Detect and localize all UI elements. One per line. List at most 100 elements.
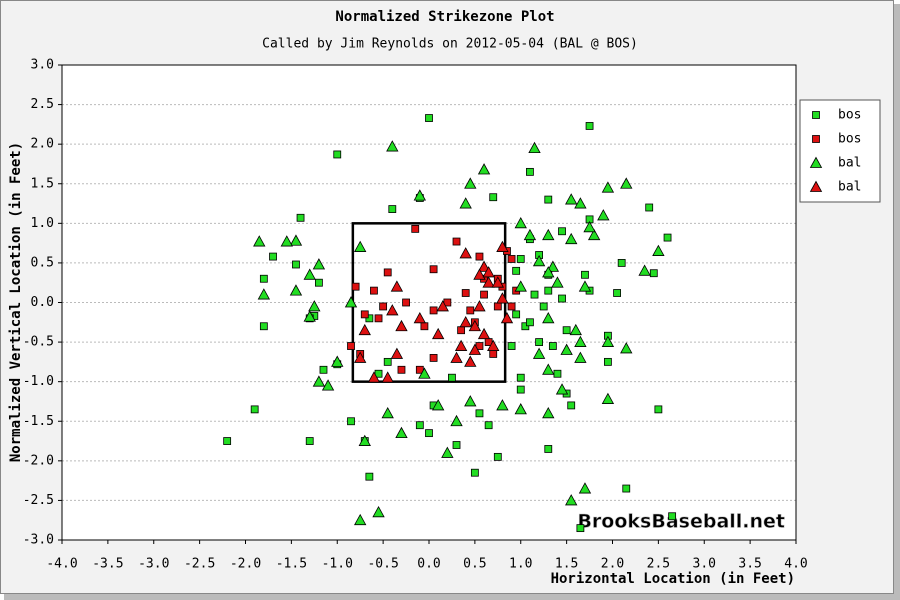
point bbox=[308, 300, 321, 312]
point bbox=[259, 322, 268, 331]
point bbox=[574, 351, 587, 363]
point bbox=[523, 228, 537, 241]
point bbox=[558, 227, 566, 236]
x-tick-label: -1.5 bbox=[276, 557, 307, 572]
legend-marker bbox=[809, 156, 823, 168]
point bbox=[470, 468, 479, 477]
point bbox=[546, 260, 560, 272]
point bbox=[354, 240, 367, 252]
point bbox=[528, 141, 541, 154]
point bbox=[383, 268, 392, 277]
point bbox=[395, 319, 408, 332]
point bbox=[459, 247, 472, 259]
legend-label: bal bbox=[838, 156, 861, 171]
y-axis-label: Normalized Vertical Location (in Feet) bbox=[8, 142, 24, 462]
point bbox=[493, 302, 502, 311]
point bbox=[431, 327, 445, 340]
point bbox=[418, 367, 431, 379]
point bbox=[358, 434, 371, 446]
point bbox=[436, 300, 449, 312]
y-tick-label: -0.5 bbox=[23, 335, 54, 350]
point bbox=[464, 177, 477, 189]
point bbox=[452, 237, 461, 246]
y-tick-label: 1.0 bbox=[31, 216, 54, 231]
point bbox=[319, 365, 328, 374]
point bbox=[663, 233, 672, 242]
legend-label: bos bbox=[838, 132, 861, 147]
point bbox=[649, 269, 658, 278]
point bbox=[565, 193, 578, 205]
x-tick-label: 3.0 bbox=[693, 557, 716, 572]
point bbox=[450, 351, 463, 363]
y-tick-label: 2.0 bbox=[31, 137, 54, 152]
point bbox=[507, 342, 516, 350]
point bbox=[496, 292, 509, 304]
point bbox=[565, 232, 578, 245]
y-tick-label: 1.5 bbox=[31, 176, 54, 191]
point bbox=[448, 373, 456, 382]
y-tick-label: -2.0 bbox=[23, 453, 54, 468]
point bbox=[601, 335, 615, 347]
point bbox=[558, 294, 566, 303]
point bbox=[532, 347, 546, 359]
point bbox=[496, 240, 509, 252]
point bbox=[425, 114, 433, 122]
point bbox=[617, 259, 626, 267]
point bbox=[539, 302, 548, 311]
point bbox=[514, 280, 527, 292]
legend-label: bos bbox=[838, 108, 861, 123]
point bbox=[487, 339, 500, 351]
x-tick-label: -1.0 bbox=[322, 557, 353, 572]
point bbox=[551, 276, 564, 288]
point bbox=[514, 403, 527, 415]
point bbox=[388, 205, 397, 213]
point bbox=[420, 322, 429, 331]
plot-border bbox=[61, 64, 797, 541]
point bbox=[347, 342, 355, 350]
point bbox=[620, 177, 633, 189]
point bbox=[358, 323, 371, 336]
point bbox=[532, 255, 546, 267]
x-tick-label: 0.0 bbox=[417, 557, 440, 572]
y-tick-label: -1.0 bbox=[23, 374, 54, 389]
point bbox=[259, 274, 268, 283]
point bbox=[390, 280, 404, 292]
point bbox=[514, 217, 527, 229]
point bbox=[477, 327, 491, 340]
legend-marker bbox=[809, 180, 823, 192]
x-tick-label: 1.5 bbox=[555, 557, 578, 572]
point bbox=[415, 421, 424, 430]
point bbox=[431, 399, 445, 411]
point bbox=[452, 441, 461, 449]
point bbox=[289, 234, 303, 246]
point bbox=[381, 371, 394, 383]
point bbox=[372, 505, 385, 518]
point bbox=[574, 197, 587, 209]
point bbox=[303, 268, 316, 280]
point bbox=[395, 426, 408, 439]
point bbox=[613, 289, 621, 297]
point bbox=[542, 407, 555, 419]
point bbox=[379, 302, 388, 311]
chart-subtitle: Called by Jim Reynolds on 2012-05-04 (BA… bbox=[262, 37, 638, 52]
x-tick-label: -0.5 bbox=[367, 557, 398, 572]
point bbox=[459, 315, 472, 328]
point bbox=[374, 314, 383, 323]
point bbox=[477, 163, 491, 175]
point bbox=[535, 338, 543, 346]
point bbox=[383, 357, 392, 366]
plot-layer: 3.0 2.5 2.0 1.5 1.0 0.5 0.0 -0.5 -1.0 -1.5 -2.0 -2.… bbox=[23, 58, 808, 572]
point bbox=[333, 150, 342, 159]
point bbox=[516, 385, 525, 394]
point bbox=[553, 369, 562, 378]
point bbox=[542, 363, 555, 375]
point bbox=[425, 429, 433, 438]
point bbox=[312, 258, 326, 270]
x-axis-label: Horizontal Location (in Feet) bbox=[551, 571, 795, 587]
point bbox=[560, 343, 573, 355]
point bbox=[587, 228, 601, 241]
point bbox=[367, 371, 381, 383]
point bbox=[360, 310, 369, 319]
point bbox=[652, 244, 665, 256]
